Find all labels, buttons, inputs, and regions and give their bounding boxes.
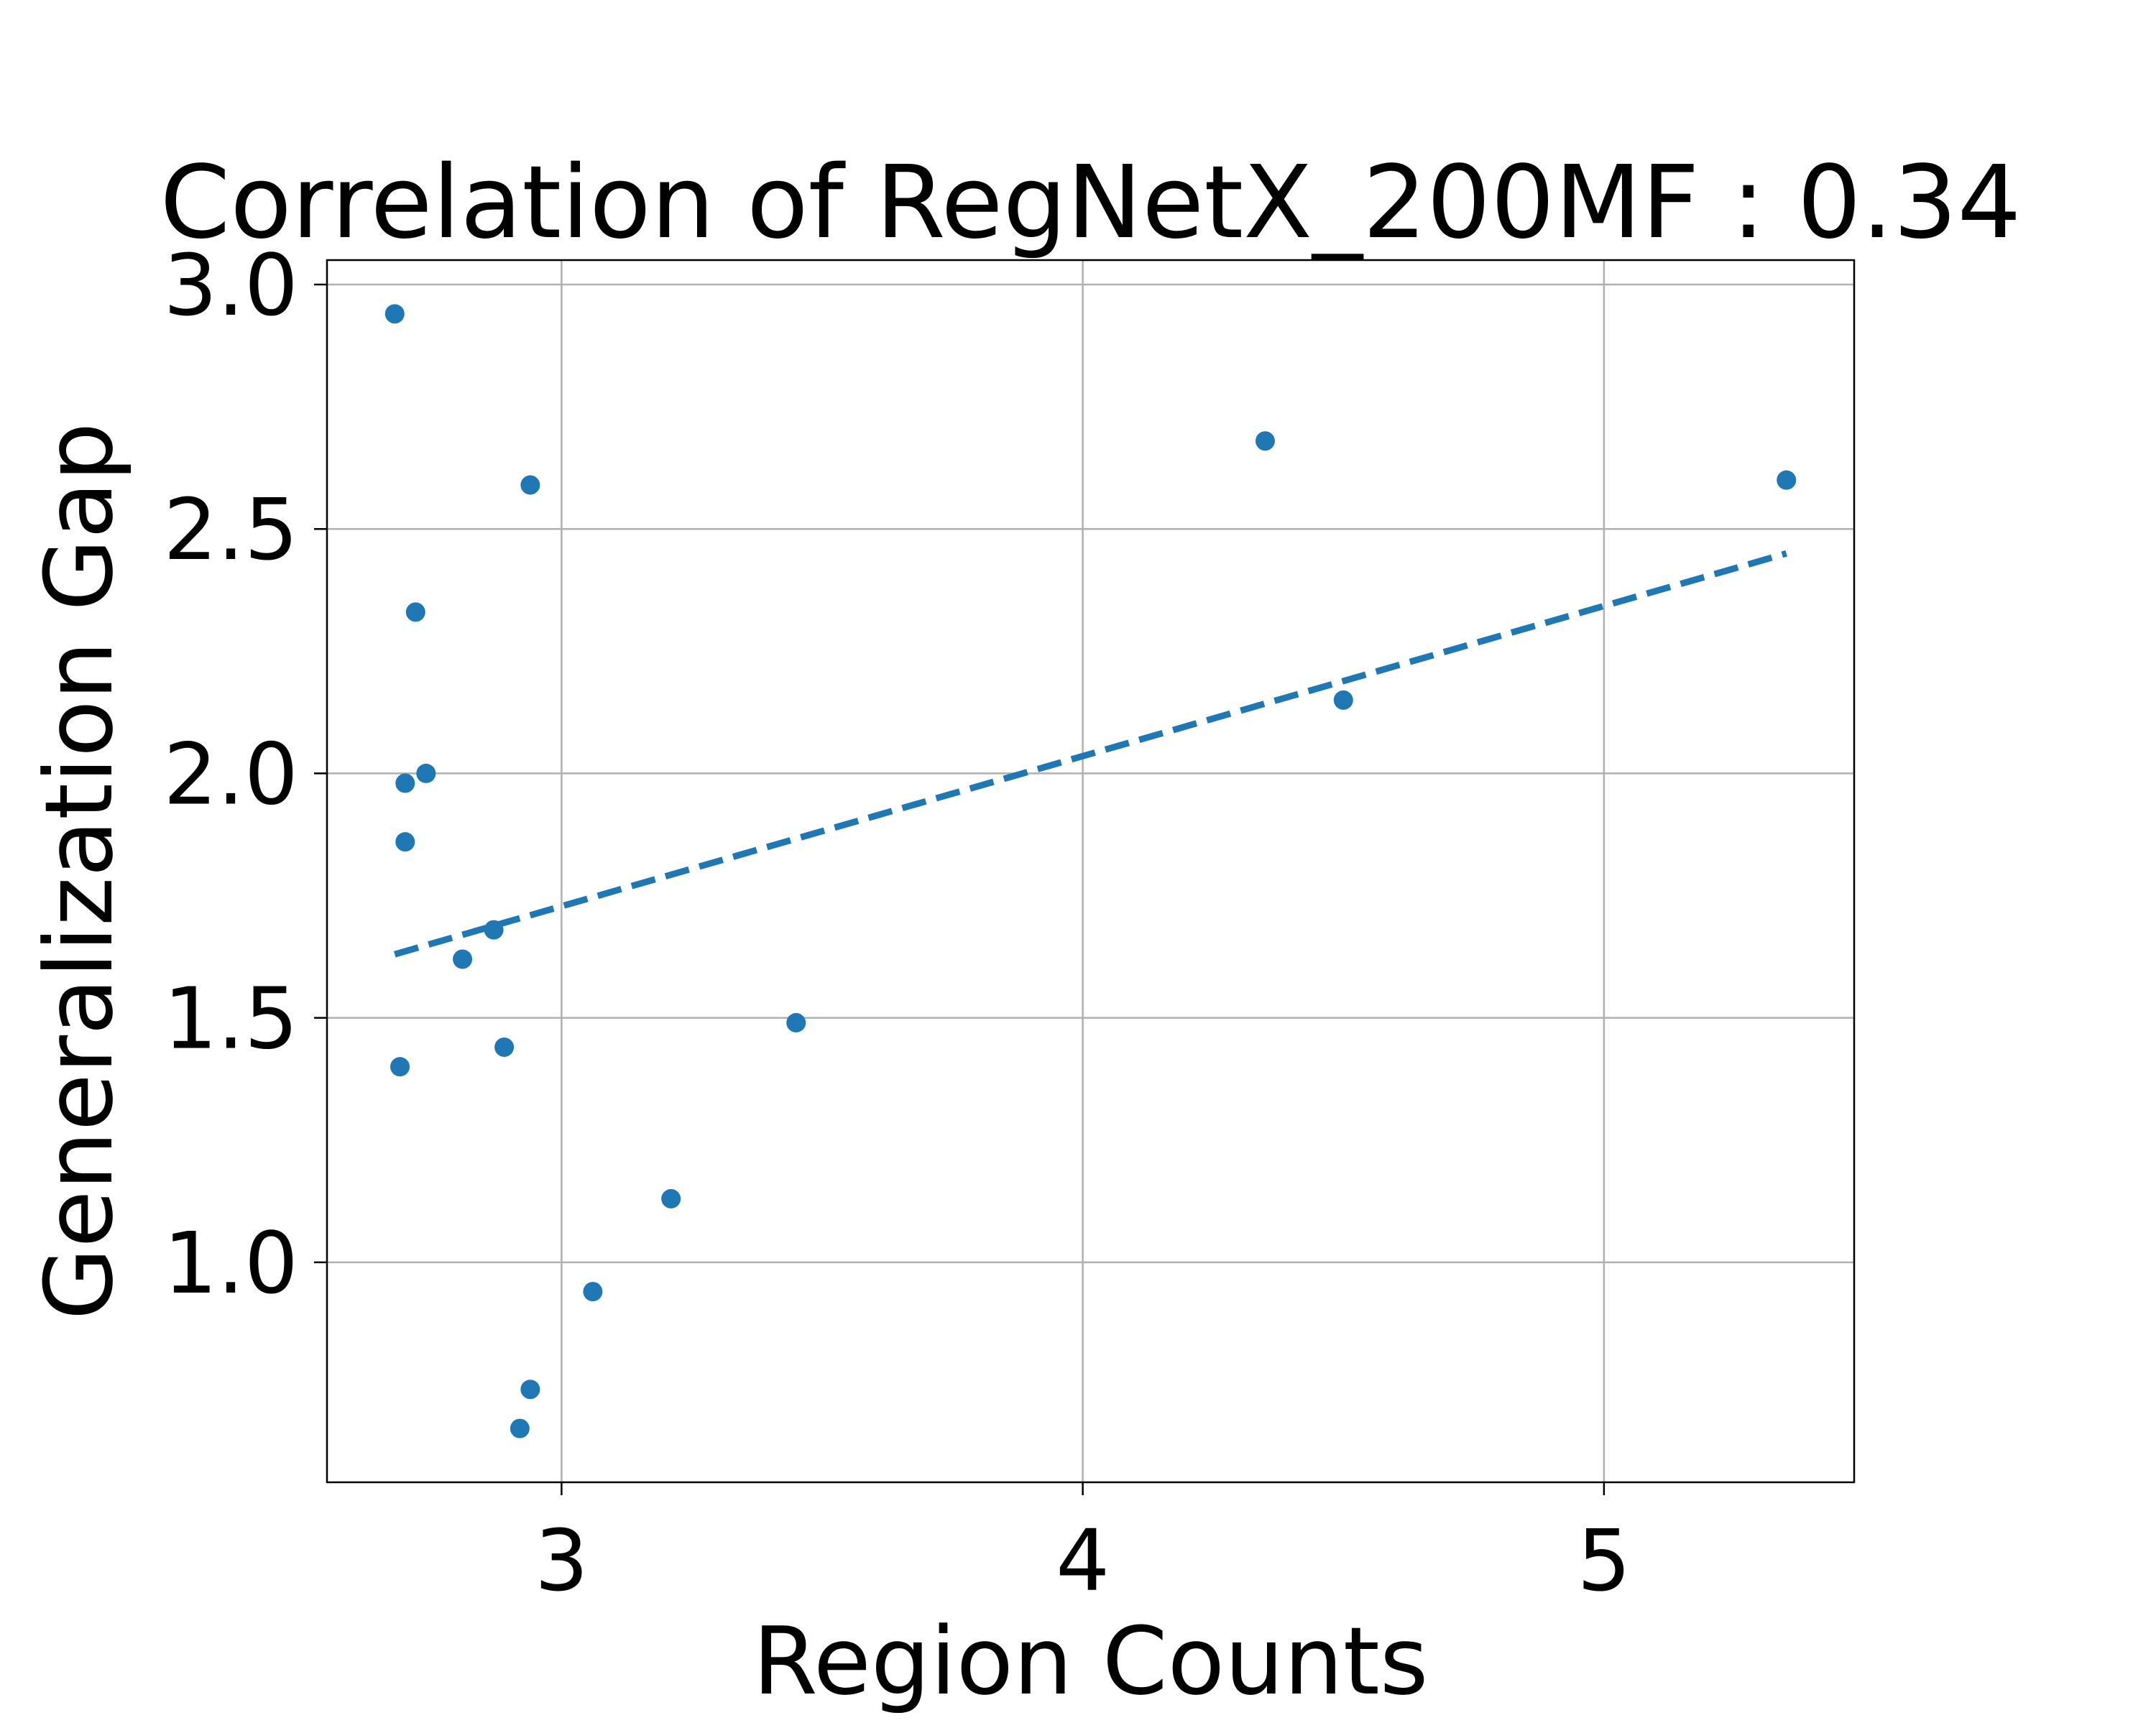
x-axis-label: Region Counts bbox=[752, 1607, 1428, 1716]
chart-title: Correlation of RegNetX_200MF : 0.34 bbox=[160, 144, 2022, 262]
scatter-point bbox=[390, 1057, 410, 1077]
scatter-point bbox=[484, 920, 504, 940]
y-tick-label: 1.5 bbox=[163, 969, 298, 1068]
scatter-point bbox=[384, 304, 405, 324]
scatter-point bbox=[520, 475, 540, 495]
scatter-point bbox=[1333, 690, 1353, 710]
scatter-point bbox=[661, 1188, 681, 1209]
x-tick-label: 3 bbox=[535, 1511, 589, 1610]
scatter-point bbox=[1255, 431, 1275, 451]
grid bbox=[327, 260, 1854, 1482]
fit-line bbox=[394, 550, 1787, 958]
y-axis-label: Generalization Gap bbox=[24, 422, 134, 1321]
plot-frame bbox=[326, 259, 1856, 1484]
y-tick-label: 2.0 bbox=[163, 724, 298, 823]
y-tick-label: 2.5 bbox=[163, 480, 298, 579]
scatter-point bbox=[453, 949, 473, 969]
y-tick-label: 3.0 bbox=[163, 236, 298, 335]
scatter-point bbox=[786, 1012, 806, 1032]
chart-marks bbox=[384, 304, 1797, 1438]
x-tick-label: 4 bbox=[1056, 1511, 1110, 1610]
ticks: 3 4 5 1.0 1.5 2.0 2.5 3.0 bbox=[163, 236, 1631, 1610]
scatter-point bbox=[405, 602, 425, 622]
scatter-point bbox=[520, 1380, 540, 1400]
scatter-point bbox=[395, 832, 415, 852]
y-tick-label: 1.0 bbox=[163, 1214, 298, 1313]
scatter-point bbox=[1777, 470, 1797, 490]
scatter-point bbox=[583, 1282, 603, 1302]
x-tick-label: 5 bbox=[1577, 1511, 1631, 1610]
scatter-point bbox=[510, 1418, 530, 1438]
scatter-point bbox=[416, 763, 436, 783]
scatter-point bbox=[494, 1037, 515, 1057]
scatter-point bbox=[395, 773, 415, 793]
